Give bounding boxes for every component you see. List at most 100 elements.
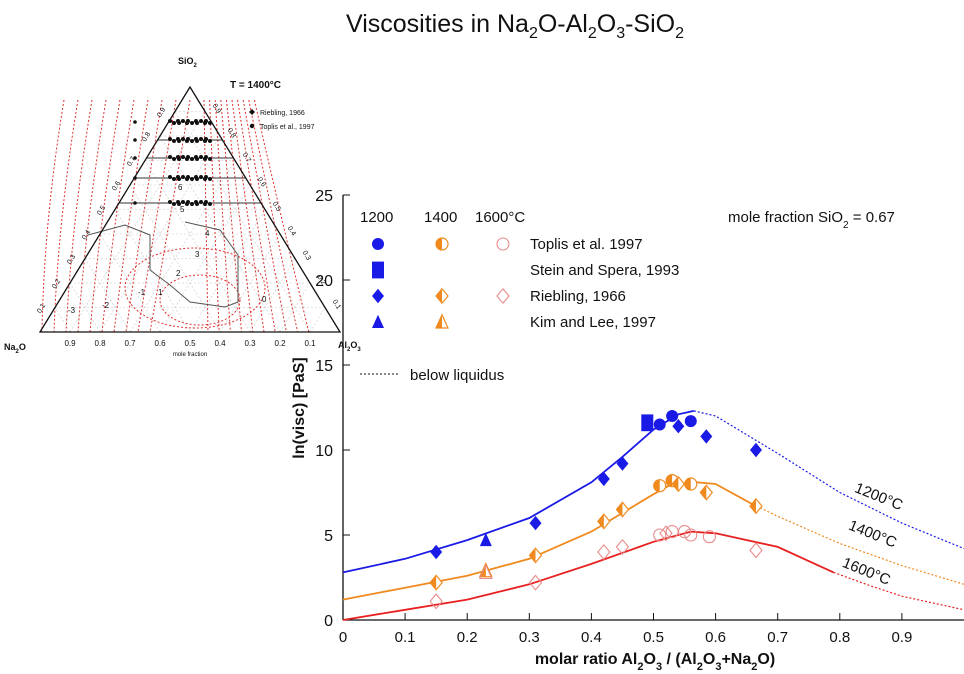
ternary-point (133, 138, 137, 142)
legend-header: 1200 (360, 209, 393, 226)
contour-label: 2 (176, 269, 181, 278)
contour-label: 3 (195, 250, 200, 259)
legend-header: 1400 (424, 209, 457, 226)
ternary-point (181, 155, 185, 159)
data-point (435, 237, 449, 251)
data-point (684, 415, 697, 428)
ternary-contour (113, 99, 243, 333)
ternary-point (186, 119, 190, 123)
x-tick-label: 0.8 (829, 629, 850, 646)
liquidus-boundary (87, 221, 239, 308)
ternary-contour (137, 99, 220, 333)
apex-sio2: SiO2 (178, 56, 198, 69)
ternary-gridline (174, 111, 311, 333)
ternary-point (208, 202, 212, 206)
ternary-point (190, 157, 194, 161)
ternary-contour (77, 99, 276, 333)
ternary-point (199, 175, 203, 179)
data-point (749, 442, 762, 458)
ternary-point (177, 121, 181, 125)
data-point (666, 410, 679, 422)
data-point (528, 574, 543, 591)
contour-label: -1 (138, 288, 146, 297)
ternary-gridline (129, 160, 236, 333)
y-tick-label: 5 (324, 528, 333, 545)
ternary-point (172, 121, 176, 125)
ternary-data-rows (118, 119, 262, 206)
ternary-point (172, 157, 176, 161)
legend-source: Kim and Lee, 1997 (530, 314, 656, 331)
ternary-right-tick: 0.7 (241, 152, 252, 164)
contour-label: 5 (180, 205, 185, 214)
ternary-point (168, 200, 172, 204)
ternary-left-tick: 0.1 (36, 303, 47, 315)
legend-line-label: below liquidus (410, 367, 504, 384)
ternary-point (208, 177, 212, 181)
ternary-gridline (279, 282, 311, 333)
y-tick-label: 15 (315, 358, 333, 375)
mole-fraction-annotation: mole fraction SiO2 = 0.67 (728, 209, 895, 231)
ternary-point (199, 200, 203, 204)
data-point (615, 501, 630, 518)
y-tick-label: 25 (315, 188, 333, 205)
ternary-point (168, 175, 172, 179)
data-point (749, 497, 763, 515)
y-axis-label: ln(visc) [PaS] (291, 357, 308, 458)
data-point (529, 515, 542, 531)
ternary-bottom-tick: 0.5 (184, 339, 196, 348)
curve-solid-1600°C (342, 530, 834, 621)
data-point (671, 475, 686, 493)
ternary-right-tick: 0.9 (211, 103, 222, 115)
ternary-right-tick: 0.2 (316, 274, 327, 286)
ternary-contours (41, 99, 310, 333)
legend-source: Toplis et al. 1997 (530, 236, 643, 253)
ternary-point (181, 175, 185, 179)
curve-solid-1200°C (342, 410, 695, 574)
ternary-point (133, 156, 137, 160)
ternary-gridline (219, 233, 281, 333)
data-point (496, 287, 510, 305)
ternary-point (195, 202, 199, 206)
data-point (672, 419, 685, 434)
contour-label: -2 (102, 301, 110, 310)
data-point (653, 528, 667, 542)
ternary-point (177, 139, 181, 143)
data-point (684, 528, 698, 542)
data-point (700, 429, 713, 444)
x-tick-label: 0 (339, 629, 347, 646)
ternary-contour (41, 99, 310, 333)
ternary-left-tick: 0.2 (51, 278, 62, 290)
ternary-point (195, 157, 199, 161)
x-tick-label: 0.5 (643, 629, 664, 646)
ternary-left-tick: 0.5 (96, 205, 107, 217)
data-point (429, 593, 443, 610)
data-point (615, 538, 630, 555)
data-point (435, 287, 449, 305)
ternary-right-tick: 0.5 (271, 201, 282, 213)
x-tick-label: 0.1 (395, 629, 416, 646)
ternary-point (204, 200, 208, 204)
curve-label: 1400°C (846, 517, 899, 552)
ternary-legend-label: Riebling, 1966 (260, 110, 305, 117)
ternary-right-tick: 0.8 (226, 127, 237, 139)
ternary-bottom-tick: 0.4 (214, 339, 226, 348)
x-tick-label: 0.3 (519, 629, 540, 646)
x-tick-label: 0.7 (767, 629, 788, 646)
ternary-gridline (69, 282, 101, 333)
ternary-point (186, 175, 190, 179)
data-point (684, 477, 698, 491)
ternary-contour (159, 274, 241, 326)
contour-label: 6 (178, 183, 183, 192)
data-point (659, 525, 673, 542)
ternary-bottom-tick: 0.7 (124, 339, 136, 348)
apex-na2o: Na2O (4, 342, 26, 355)
ternary-bottom-tick: 0.9 (64, 339, 76, 348)
ternary-point (186, 155, 190, 159)
ternary-contour (125, 99, 231, 333)
ternary-axis-label: mole fraction (173, 352, 207, 358)
ternary-point (181, 119, 185, 123)
y-tick-label: 0 (324, 613, 333, 630)
data-point (372, 261, 384, 279)
ternary-point (172, 202, 176, 206)
